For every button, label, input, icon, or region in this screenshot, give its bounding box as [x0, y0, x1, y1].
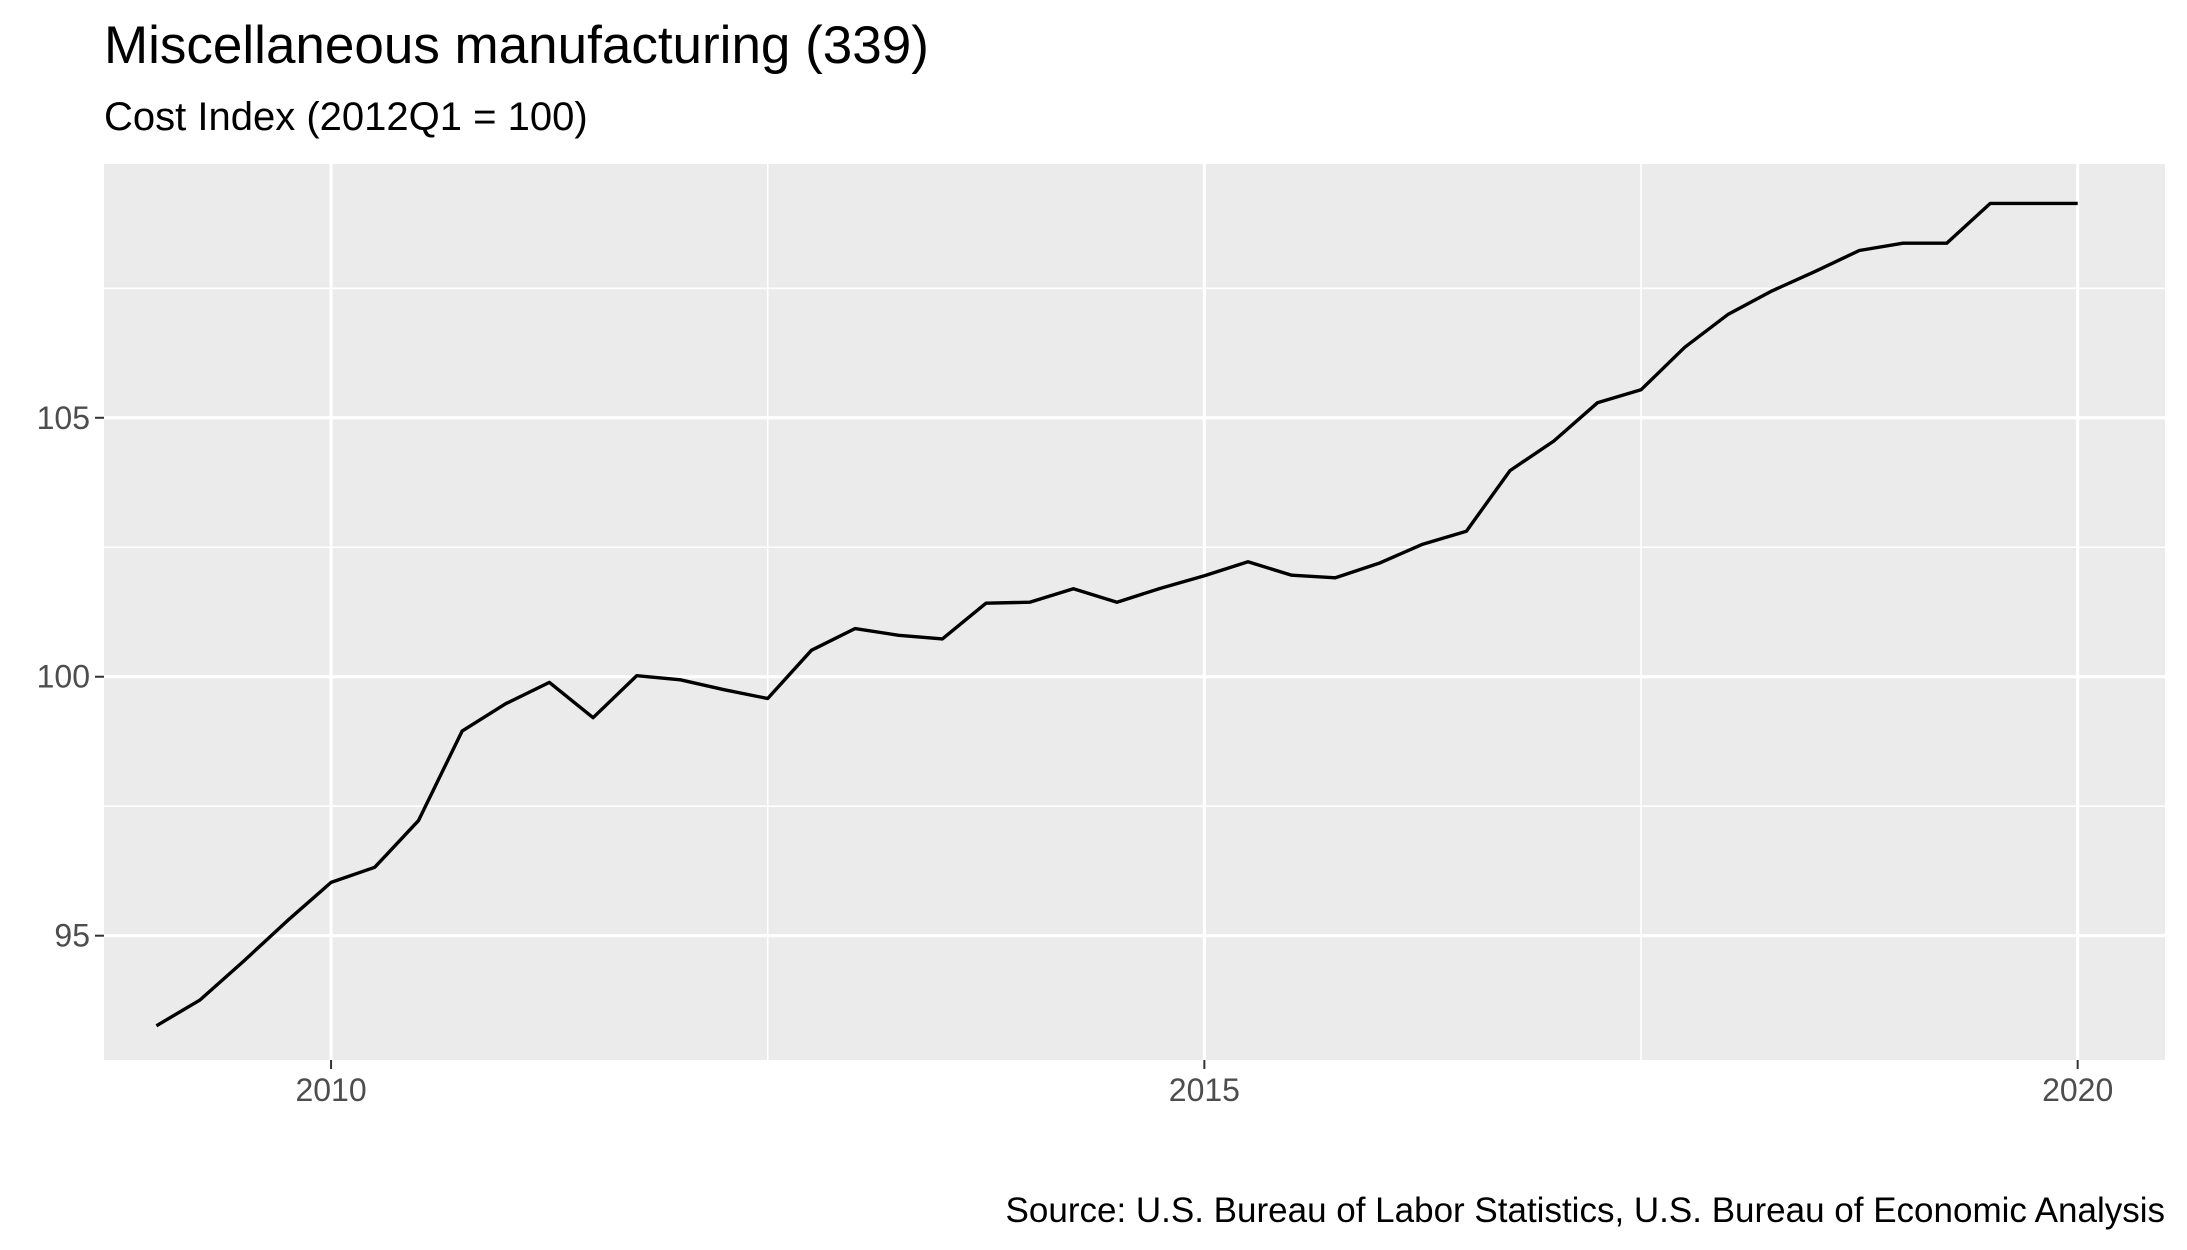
chart-subtitle: Cost Index (2012Q1 = 100): [104, 95, 588, 139]
chart-title: Miscellaneous manufacturing (339): [104, 16, 929, 75]
y-tick-label: 95: [54, 918, 90, 954]
minor-gridlines: [104, 164, 2165, 1060]
x-tick-label: 2020: [2042, 1072, 2113, 1108]
x-tick-label: 2010: [295, 1072, 366, 1108]
plot-panel: [104, 164, 2165, 1060]
series-layer: [155, 201, 2078, 1028]
chart-caption: Source: U.S. Bureau of Labor Statistics,…: [1006, 1191, 2165, 1230]
x-axis: 2010 2015 2020: [295, 1060, 2113, 1108]
y-tick-label: 100: [37, 659, 90, 695]
major-gridlines: [104, 164, 2165, 1060]
y-tick-label: 105: [37, 400, 90, 436]
y-axis: 95 100 105: [37, 400, 104, 954]
x-tick-label: 2015: [1169, 1072, 1240, 1108]
series-line: [155, 201, 2078, 1028]
